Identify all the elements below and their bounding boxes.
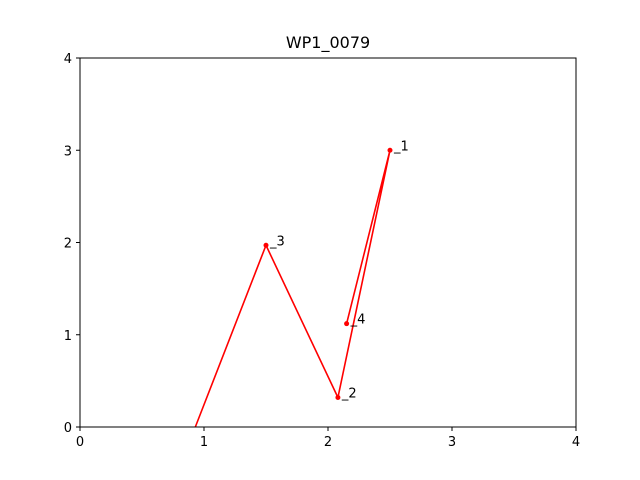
plot-frame xyxy=(79,57,577,428)
y-tick-label: 1 xyxy=(64,329,72,344)
y-tick-label: 4 xyxy=(64,52,72,67)
y-tick-label: 3 xyxy=(64,144,72,159)
y-tick-label: 2 xyxy=(64,237,72,252)
points-layer: _1 _2 _3 _4 xyxy=(263,139,409,401)
waypoint-label: _2 xyxy=(341,386,357,401)
ticks-layer: 0 1 2 3 4 0 1 2 3 4 xyxy=(64,52,580,450)
waypoint-label: _1 xyxy=(393,139,409,154)
waypoint-label: _4 xyxy=(350,313,366,328)
waypoint-marker xyxy=(263,242,269,248)
x-tick-label: 0 xyxy=(76,435,84,450)
waypoint-marker xyxy=(387,147,393,153)
chart-title: WP1_0079 xyxy=(286,33,370,53)
x-tick-label: 2 xyxy=(324,435,332,450)
y-tick-label: 0 xyxy=(64,421,72,436)
waypoint-label: _3 xyxy=(269,234,285,249)
waypoint-marker xyxy=(335,394,341,400)
waypoint-marker xyxy=(344,321,350,327)
x-tick-label: 1 xyxy=(200,435,208,450)
x-tick-label: 4 xyxy=(572,435,580,450)
x-tick-label: 3 xyxy=(448,435,456,450)
